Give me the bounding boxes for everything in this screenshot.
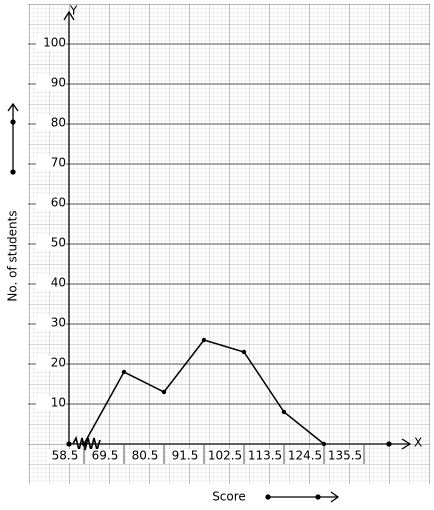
x-tick-label: 113.5 — [248, 449, 282, 463]
label-bg — [329, 449, 362, 463]
label-bg — [36, 396, 66, 410]
y-tick-label: 30 — [51, 316, 66, 330]
label-bg — [36, 156, 66, 170]
data-point — [281, 409, 287, 415]
label-bg — [209, 449, 242, 463]
y-tick-label: 40 — [51, 276, 66, 290]
label-bg — [36, 196, 66, 210]
y-tick-label: 80 — [51, 116, 66, 130]
label-bg — [129, 449, 162, 463]
label-bg — [289, 449, 322, 463]
y-tick-label: 100 — [43, 36, 66, 50]
x-axis-label: Score — [212, 490, 246, 504]
label-bg — [36, 116, 66, 130]
label-bg — [249, 449, 282, 463]
grid — [28, 43, 430, 405]
axes — [7, 10, 412, 503]
x-tick-label: 135.5 — [328, 449, 362, 463]
y-tick-label: 60 — [51, 196, 66, 210]
x-axis-name: X — [414, 436, 422, 450]
label-bg — [36, 356, 66, 370]
data-point — [121, 369, 127, 375]
x-tick-label: 69.5 — [92, 449, 119, 463]
label-bg — [36, 236, 66, 250]
y-tick-label: 90 — [51, 76, 66, 90]
y-axis-label: No. of students — [6, 210, 20, 301]
data-point — [81, 441, 87, 447]
data-point — [321, 441, 327, 447]
y-axis-name: Y — [69, 4, 78, 18]
data-point — [161, 389, 167, 395]
y-tick-label: 50 — [51, 236, 66, 250]
x-tick-label: 80.5 — [132, 449, 159, 463]
label-bg — [169, 449, 202, 463]
label-bg — [36, 36, 66, 50]
label-bg — [89, 449, 122, 463]
data-point — [201, 337, 207, 343]
y-tick-label: 20 — [51, 356, 66, 370]
label-bg — [36, 316, 66, 330]
x-tick-label: 102.5 — [208, 449, 242, 463]
x-tick-label: 124.5 — [288, 449, 322, 463]
y-tick-label: 70 — [51, 156, 66, 170]
y-tick-label: 10 — [51, 396, 66, 410]
label-bg — [36, 76, 66, 90]
label-bg — [49, 449, 82, 463]
x-tick-label: 58.5 — [52, 449, 79, 463]
x-tick-label: 91.5 — [172, 449, 199, 463]
label-bg — [36, 276, 66, 290]
data-point — [241, 349, 247, 355]
